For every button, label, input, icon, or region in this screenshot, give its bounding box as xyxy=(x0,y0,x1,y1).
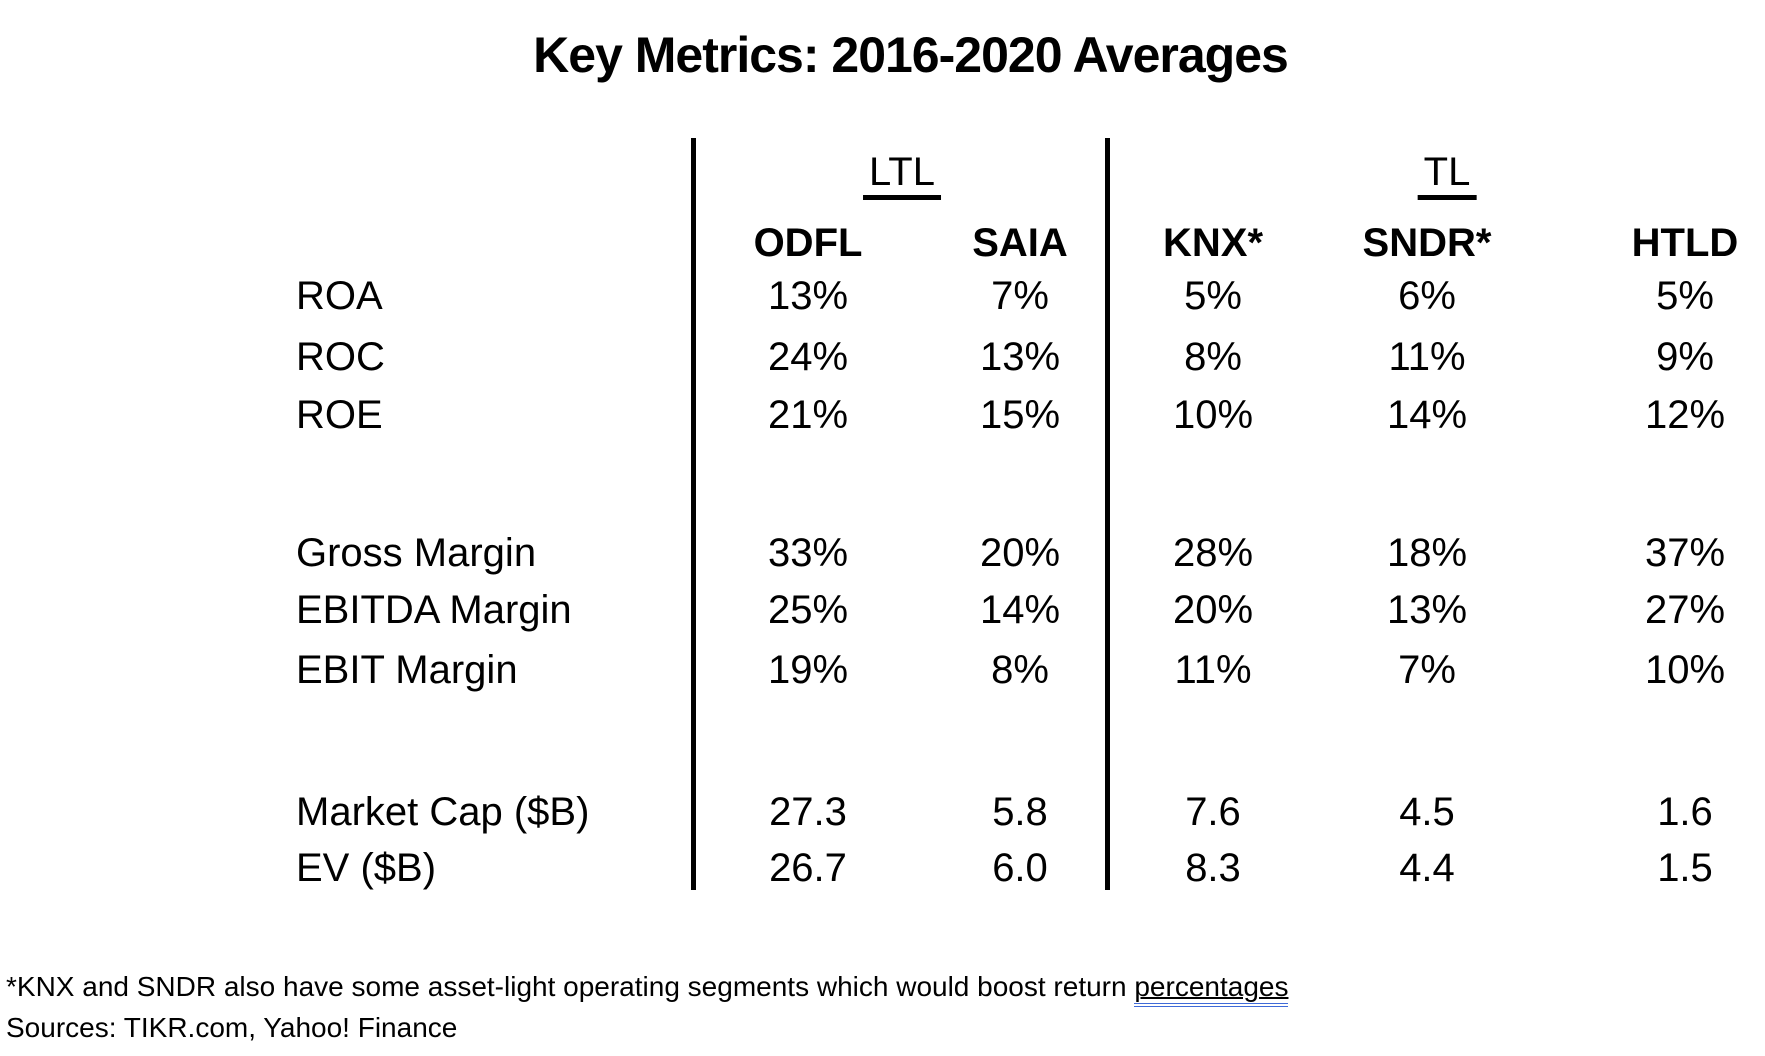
table-cell: 1.5 xyxy=(1657,846,1713,890)
table-cell: 11% xyxy=(1388,335,1466,379)
table-cell: 8% xyxy=(991,648,1049,692)
group-header-ltl: LTL xyxy=(863,150,941,200)
table-divider-right xyxy=(1105,138,1110,890)
table-divider-left xyxy=(691,138,696,890)
table-cell: 15% xyxy=(979,393,1061,437)
table-cell: 6.0 xyxy=(992,846,1048,890)
table-cell: 5% xyxy=(1656,274,1714,318)
table-cell: 7.6 xyxy=(1185,790,1241,834)
table-cell: 20% xyxy=(979,531,1061,575)
table-row: EV ($B) 26.7 6.0 8.3 4.4 1.5 xyxy=(0,840,1765,896)
table-cell: 21% xyxy=(767,393,849,437)
footnote: *KNX and SNDR also have some asset-light… xyxy=(6,966,1289,1048)
table-cell: 37% xyxy=(1644,531,1726,575)
table-cell: 6% xyxy=(1398,274,1456,318)
footnote-sources: Sources: TIKR.com, Yahoo! Finance xyxy=(6,1012,458,1043)
table-row: ROE 21% 15% 10% 14% 12% xyxy=(0,387,1765,443)
table-cell: 19% xyxy=(767,648,849,692)
table-cell: 18% xyxy=(1386,531,1468,575)
column-header: KNX* xyxy=(1162,221,1264,265)
table-cell: 5.8 xyxy=(992,790,1048,834)
table-cell: 27.3 xyxy=(769,790,847,834)
table-row: ROC 24% 13% 8% 11% 9% xyxy=(0,329,1765,385)
table-cell: 14% xyxy=(1386,393,1468,437)
row-label: EBITDA Margin xyxy=(296,588,572,632)
table-cell: 13% xyxy=(1386,588,1468,632)
table-cell: 5% xyxy=(1184,274,1242,318)
table-cell: 20% xyxy=(1172,588,1254,632)
table-cell: 10% xyxy=(1172,393,1254,437)
column-header: SAIA xyxy=(972,221,1068,265)
table-cell: 14% xyxy=(979,588,1061,632)
table-cell: 7% xyxy=(991,274,1049,318)
table-row: Market Cap ($B) 27.3 5.8 7.6 4.5 1.6 xyxy=(0,784,1765,840)
row-label: EV ($B) xyxy=(296,846,437,890)
table-cell: 27% xyxy=(1644,588,1726,632)
table-cell: 25% xyxy=(767,588,849,632)
column-header: ODFL xyxy=(753,221,863,265)
group-label-ltl: LTL xyxy=(863,150,941,200)
group-label-tl: TL xyxy=(1417,150,1477,200)
row-label: ROA xyxy=(296,274,383,318)
table-cell: 12% xyxy=(1644,393,1726,437)
table-cell: 4.5 xyxy=(1399,790,1455,834)
table-cell: 13% xyxy=(767,274,849,318)
table-cell: 28% xyxy=(1172,531,1254,575)
row-label: Market Cap ($B) xyxy=(296,790,590,834)
row-label: ROC xyxy=(296,335,385,379)
table-row: ROA 13% 7% 5% 6% 5% xyxy=(0,268,1765,324)
table-cell: 11% xyxy=(1174,648,1252,692)
group-header-tl: TL xyxy=(1417,150,1477,200)
footnote-note-text: *KNX and SNDR also have some asset-light… xyxy=(6,971,1135,1002)
table-cell: 33% xyxy=(767,531,849,575)
table-row: EBIT Margin 19% 8% 11% 7% 10% xyxy=(0,642,1765,698)
row-label: Gross Margin xyxy=(296,531,537,575)
table-cell: 26.7 xyxy=(769,846,847,890)
table-cell: 8.3 xyxy=(1185,846,1241,890)
table-cell: 1.6 xyxy=(1657,790,1713,834)
row-label: EBIT Margin xyxy=(296,648,518,692)
table-cell: 8% xyxy=(1184,335,1242,379)
table-cell: 9% xyxy=(1656,335,1714,379)
column-header: HTLD xyxy=(1631,221,1739,265)
footnote-asterisk-note: *KNX and SNDR also have some asset-light… xyxy=(6,966,1289,1007)
grammar-underlined-word: percentages xyxy=(1134,971,1289,1007)
table-row: Gross Margin 33% 20% 28% 18% 37% xyxy=(0,525,1765,581)
column-header: SNDR* xyxy=(1362,221,1492,265)
row-label: ROE xyxy=(296,393,383,437)
table-cell: 13% xyxy=(979,335,1061,379)
table-cell: 7% xyxy=(1398,648,1456,692)
table-cell: 4.4 xyxy=(1399,846,1455,890)
table-cell: 10% xyxy=(1644,648,1726,692)
table-cell: 24% xyxy=(767,335,849,379)
table-row: EBITDA Margin 25% 14% 20% 13% 27% xyxy=(0,582,1765,638)
slide-title: Key Metrics: 2016-2020 Averages xyxy=(533,27,1289,83)
